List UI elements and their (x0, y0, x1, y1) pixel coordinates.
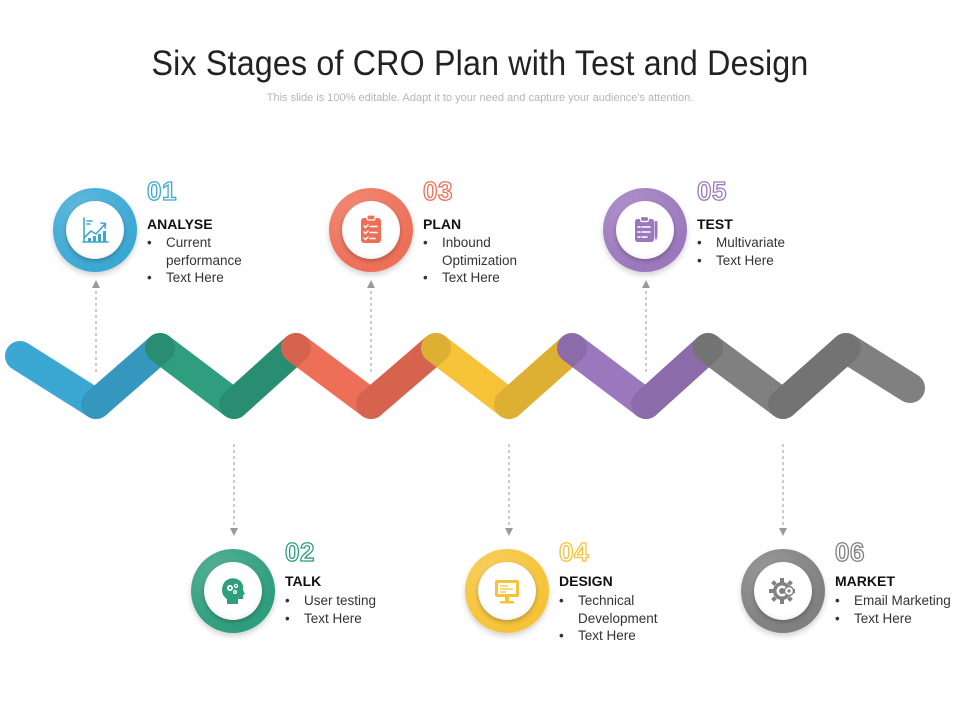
stage-02-ring (191, 549, 275, 633)
ribbon-segment-3 (145, 333, 249, 419)
stage-01-number: 01 (146, 175, 177, 206)
ribbon-shade-12 (768, 333, 861, 419)
stage-06-bullet-2: Text Here (835, 610, 955, 628)
stage-02-bullet-2: Text Here (285, 610, 405, 628)
connector-arrows (92, 280, 787, 536)
ribbon-segment-5 (281, 333, 386, 419)
ribbon-segment-9 (557, 333, 661, 419)
stage-03-bullet-1: Inbound Optimization (423, 234, 543, 269)
stage-03-ring (329, 188, 413, 272)
ribbon-shade-2 (81, 333, 175, 419)
stage-06-bullet-1: Email Marketing (835, 592, 955, 610)
stage-01-badge (66, 201, 124, 259)
stage-03-number: 03 (422, 175, 453, 206)
stage-05-bullets: Multivariate Text Here (697, 234, 817, 269)
stage-03-bullet-2: Text Here (423, 269, 543, 287)
stage-04-bullet-2: Text Here (559, 627, 679, 645)
stage-04-number: 04 (558, 536, 589, 567)
ribbon-shade-6 (356, 333, 451, 419)
ribbon-segment-13 (831, 333, 925, 403)
stage-04-bullets: Technical Development Text Here (559, 592, 679, 645)
clipboard-list-icon (635, 215, 658, 242)
stage-05-number: 05 (696, 175, 727, 206)
stage-06-number: 06 (834, 536, 865, 567)
stage-04-badge (478, 562, 536, 620)
stage-03-bullets: Inbound Optimization Text Here (423, 234, 543, 287)
page-title: Six Stages of CRO Plan with Test and Des… (151, 44, 809, 83)
stage-02-badge (204, 562, 262, 620)
stage-01-heading: ANALYSE (147, 216, 213, 232)
stage-04-ring (465, 549, 549, 633)
stage-02-bullet-1: User testing (285, 592, 405, 610)
clipboard-checklist-icon (361, 214, 381, 243)
page-subtitle: This slide is 100% editable. Adapt it to… (266, 92, 694, 104)
stage-04-heading: DESIGN (559, 573, 613, 589)
stage-01-ring (53, 188, 137, 272)
zigzag-ribbon (5, 333, 925, 419)
ribbon-shade-4 (219, 333, 311, 419)
stage-03-heading: PLAN (423, 216, 462, 232)
stage-01-bullet-2: Text Here (147, 269, 267, 287)
stage-02-heading: TALK (285, 573, 322, 589)
stage-02-bullets: User testing Text Here (285, 592, 405, 627)
stage-01-bullets: Current performance Text Here (147, 234, 267, 287)
stage-06-ring (741, 549, 825, 633)
ribbon-shade-8 (494, 333, 587, 419)
stage-05-bullet-1: Multivariate (697, 234, 817, 252)
stage-05-bullet-2: Text Here (697, 252, 817, 270)
stage-03-badge (342, 201, 400, 259)
monitor-icon (495, 580, 519, 604)
stage-05-ring (603, 188, 687, 272)
stage-04-bullet-1: Technical Development (559, 592, 679, 627)
head-gears-icon (222, 578, 245, 604)
stage-02-number: 02 (284, 536, 315, 567)
ribbon-segment-7 (421, 333, 524, 419)
ribbon-shade-10 (631, 333, 723, 419)
stage-05-heading: TEST (697, 216, 733, 232)
ribbon-segment-11 (693, 333, 798, 419)
stage-06-badge (754, 562, 812, 620)
growth-chart-icon (82, 217, 109, 243)
stage-01-bullet-1: Current performance (147, 234, 267, 269)
gear-target-icon (769, 578, 795, 604)
stage-06-bullets: Email Marketing Text Here (835, 592, 955, 627)
stage-05-badge (616, 201, 674, 259)
stage-06-heading: MARKET (835, 573, 895, 589)
